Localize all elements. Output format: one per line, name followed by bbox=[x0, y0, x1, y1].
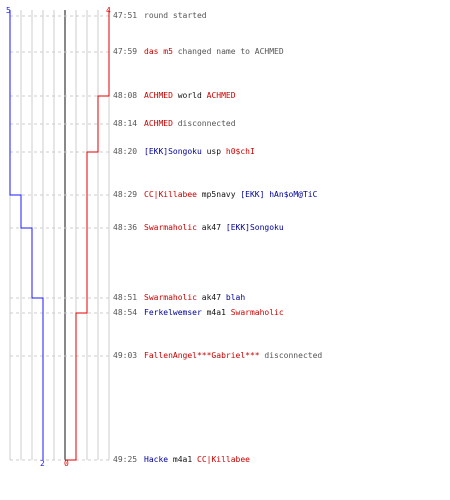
event-time: 48:36 bbox=[113, 223, 138, 232]
event-text-part: changed name to ACHMED bbox=[172, 47, 284, 56]
event-row: 48:29 CC|Killabee mp5navy [EKK] hAn$oM@Ti… bbox=[0, 187, 450, 203]
event-row: 48:08 ACHMED world ACHMED bbox=[0, 88, 450, 104]
event-row: 48:51 Swarmaholic ak47 blah bbox=[0, 290, 450, 306]
event-text-part: ACHMED bbox=[206, 91, 236, 100]
event-text-part: Ferkelwemser bbox=[144, 308, 202, 317]
event-time: 48:20 bbox=[113, 147, 138, 156]
event-text: Swarmaholic ak47 blah bbox=[144, 290, 245, 306]
event-row: 47:59 das m5 changed name to ACHMED bbox=[0, 44, 450, 60]
event-text-part: Hacke bbox=[144, 455, 169, 464]
event-text: ACHMED disconnected bbox=[144, 116, 236, 132]
event-row: 48:36 Swarmaholic ak47 [EKK]Songoku bbox=[0, 220, 450, 236]
event-text-part: usp bbox=[201, 147, 226, 156]
event-row: 48:14 ACHMED disconnected bbox=[0, 116, 450, 132]
event-time: 49:03 bbox=[113, 351, 138, 360]
event-time: 48:14 bbox=[113, 119, 138, 128]
event-row: 48:54 Ferkelwemser m4a1 Swarmaholic bbox=[0, 305, 450, 321]
event-row: 47:51 round started bbox=[0, 8, 450, 24]
event-text: round started bbox=[144, 8, 207, 24]
event-text-part: m4a1 bbox=[168, 455, 197, 464]
event-text-part: [EKK]Songoku bbox=[144, 147, 202, 156]
event-text: CC|Killabee mp5navy [EKK] hAn$oM@TiC bbox=[144, 187, 317, 203]
event-text-part: m4a1 bbox=[201, 308, 231, 317]
event-text-part: disconnected bbox=[172, 119, 236, 128]
red-team-step-line bbox=[65, 10, 110, 461]
event-text-part: ak47 bbox=[196, 223, 226, 232]
event-time: 49:25 bbox=[113, 455, 138, 464]
event-text-part: disconnected bbox=[259, 351, 323, 360]
event-text-part: round started bbox=[144, 11, 207, 20]
event-text-part: mp5navy bbox=[196, 190, 241, 199]
bottom-red-score: 0 bbox=[64, 459, 69, 468]
event-text-part: h0$chI bbox=[225, 147, 255, 156]
event-time: 48:51 bbox=[113, 293, 138, 302]
event-text-part: FallenAngel***Gabriel*** bbox=[144, 351, 260, 360]
event-text-part: Swarmaholic bbox=[144, 293, 197, 302]
event-text: Ferkelwemser m4a1 Swarmaholic bbox=[144, 305, 284, 321]
event-text-part: CC|Killabee bbox=[144, 190, 197, 199]
event-text-part: ACHMED bbox=[144, 91, 173, 100]
blue-team-step-line bbox=[9, 10, 44, 460]
event-text-part: ak47 bbox=[196, 293, 226, 302]
event-text-part: ACHMED bbox=[144, 119, 173, 128]
event-text-part: Swarmaholic bbox=[230, 308, 284, 317]
event-text-part: das m5 bbox=[144, 47, 173, 56]
event-text: Swarmaholic ak47 [EKK]Songoku bbox=[144, 220, 284, 236]
top-blue-score: 5 bbox=[6, 6, 11, 15]
top-red-score: 4 bbox=[106, 6, 111, 15]
event-time: 47:51 bbox=[113, 11, 138, 20]
event-text-part: CC|Killabee bbox=[197, 455, 250, 464]
event-text: ACHMED world ACHMED bbox=[144, 88, 236, 104]
event-text-part: Swarmaholic bbox=[144, 223, 197, 232]
event-text-part: blah bbox=[225, 293, 246, 302]
event-text-part: [EKK] hAn$oM@TiC bbox=[240, 190, 318, 199]
event-time: 48:08 bbox=[113, 91, 138, 100]
event-text: [EKK]Songoku usp h0$chI bbox=[144, 144, 255, 160]
event-text: Hacke m4a1 CC|Killabee bbox=[144, 452, 250, 468]
event-row: 49:03 FallenAngel***Gabriel*** disconnect… bbox=[0, 348, 450, 364]
bottom-blue-score: 2 bbox=[40, 459, 45, 468]
event-time: 48:29 bbox=[113, 190, 138, 199]
event-text: FallenAngel***Gabriel*** disconnected bbox=[144, 348, 322, 364]
event-time: 47:59 bbox=[113, 47, 138, 56]
event-text-part: world bbox=[172, 91, 207, 100]
event-row: 49:25 Hacke m4a1 CC|Killabee bbox=[0, 452, 450, 468]
event-row: 48:20 [EKK]Songoku usp h0$chI bbox=[0, 144, 450, 160]
event-text-part: [EKK]Songoku bbox=[225, 223, 284, 232]
event-text: das m5 changed name to ACHMED bbox=[144, 44, 284, 60]
event-time: 48:54 bbox=[113, 308, 138, 317]
